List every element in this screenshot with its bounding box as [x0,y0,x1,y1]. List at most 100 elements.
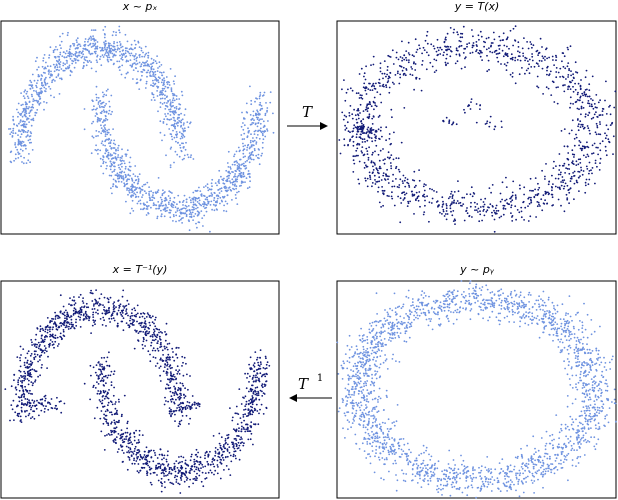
scatter-point [179,470,182,472]
scatter-point [147,205,150,207]
scatter-point [588,172,590,175]
scatter-point [163,81,165,83]
scatter-point [178,403,181,406]
scatter-point [48,71,50,73]
scatter-point [105,360,108,363]
scatter-point [159,90,162,93]
scatter-point [62,62,65,64]
scatter-point [97,383,100,385]
scatter-point [45,350,48,353]
scatter-point [423,49,426,51]
scatter-point [156,347,159,350]
scatter-point [510,200,512,203]
scatter-point [106,165,108,167]
scatter-point [24,398,27,400]
scatter-point [258,367,260,370]
scatter-point [429,61,432,64]
scatter-point [349,131,351,134]
scatter-point [363,75,365,78]
scatter-point [122,317,125,320]
scatter-point [499,39,502,42]
scatter-point [518,184,521,187]
scatter-point [156,70,159,72]
scatter-point [35,91,38,94]
scatter-point [9,127,12,130]
scatter-point [114,179,117,182]
scatter-point [28,112,31,115]
scatter-point [586,95,589,98]
scatter-point [482,205,485,208]
scatter-point [254,390,257,393]
scatter-point [179,392,182,395]
scatter-point [242,156,245,159]
panel-title: y = T(x) [454,0,500,13]
scatter-point [369,178,372,181]
scatter-point [379,165,381,168]
scatter-point [240,174,243,177]
scatter-point [110,433,113,436]
scatter-point [46,329,49,331]
scatter-point [183,356,186,359]
scatter-point [130,65,133,68]
scatter-point [128,189,130,192]
scatter-point [371,129,374,131]
scatter-point [422,194,424,197]
scatter-point [20,354,22,356]
scatter-point [39,356,41,358]
scatter-point [186,121,189,123]
scatter-point [455,53,458,56]
scatter-point [376,91,379,93]
scatter-point [158,367,161,369]
scatter-point [145,339,148,342]
scatter-point [135,63,137,66]
scatter-point [535,62,538,65]
scatter-point [112,183,115,185]
scatter-point [156,190,159,193]
scatter-point [396,72,399,75]
scatter-point [129,64,132,67]
scatter-point [238,427,240,430]
scatter-point [35,86,38,89]
scatter-point [164,363,167,365]
scatter-point [195,448,198,451]
scatter-point [239,417,242,419]
scatter-point [534,188,536,191]
scatter-point [112,394,115,397]
scatter-point [202,205,205,208]
scatter-point [226,443,229,446]
scatter-point [345,127,348,130]
scatter-point [111,403,114,406]
scatter-point [136,312,139,315]
scatter-point [149,314,151,317]
scatter-point [59,51,62,54]
scatter-point [460,67,463,70]
scatter-point [235,445,238,448]
scatter-point [175,140,177,143]
scatter-point [69,58,72,60]
scatter-point [395,56,398,59]
scatter-point [45,88,47,90]
scatter-point [584,89,587,91]
scatter-point [580,123,583,126]
scatter-point [105,90,108,92]
scatter-point [256,118,259,121]
scatter-point [501,198,503,201]
scatter-point [234,173,237,175]
scatter-point [102,304,104,306]
scatter-point [97,103,100,105]
scatter-point [237,174,240,177]
scatter-point [22,131,25,134]
scatter-point [93,50,96,53]
scatter-point [439,211,441,214]
scatter-point [168,468,171,471]
scatter-point [99,100,101,102]
scatter-point [491,51,494,54]
scatter-point [544,59,546,61]
scatter-point [28,153,30,155]
scatter-point [139,202,142,205]
scatter-point [22,125,25,128]
scatter-point [117,299,120,302]
scatter-point [114,427,117,430]
scatter-point [182,374,185,377]
scatter-point [176,356,179,359]
